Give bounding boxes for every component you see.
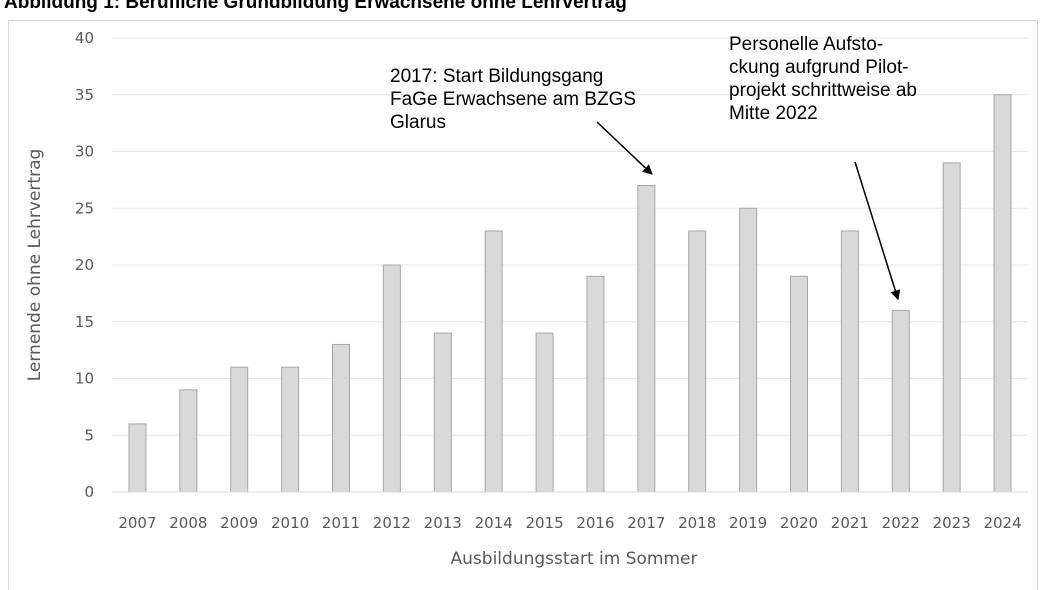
x-tick-labels: 2007 2008 2009 2010 2011 2012 2013 2014 2015 2016… bbox=[118, 514, 1021, 532]
annotation-line: 2017: Start Bildungsgang bbox=[390, 66, 603, 87]
x-tick-label: 2008 bbox=[169, 514, 207, 532]
annotation-line: Personelle Aufsto- bbox=[729, 34, 883, 55]
y-tick-label: 35 bbox=[75, 86, 94, 104]
x-tick-label: 2024 bbox=[983, 514, 1021, 532]
x-tick-label: 2021 bbox=[831, 514, 869, 532]
bar-2021 bbox=[840, 230, 859, 493]
x-tick-label: 2007 bbox=[118, 514, 156, 532]
y-axis-title: Lernende ohne Lehrvertrag bbox=[25, 149, 45, 382]
bar-2020 bbox=[790, 275, 808, 493]
annotation-line: ckung aufgrund Pilot- bbox=[729, 57, 909, 78]
bar-2009 bbox=[230, 366, 249, 493]
y-tick-labels: 0 5 10 15 20 25 30 35 40 bbox=[75, 29, 94, 501]
bar-2012 bbox=[382, 264, 401, 493]
y-tick-label: 15 bbox=[75, 313, 94, 331]
bar-2022 bbox=[891, 309, 910, 493]
x-tick-label: 2009 bbox=[220, 514, 258, 532]
bar-2018 bbox=[688, 230, 707, 493]
annotation-arrow bbox=[596, 121, 653, 175]
y-tick-label: 5 bbox=[84, 426, 94, 444]
y-tick-label: 20 bbox=[75, 256, 94, 274]
y-tick-label: 40 bbox=[75, 29, 94, 47]
bar-2019 bbox=[739, 207, 758, 493]
x-tick-label: 2020 bbox=[780, 514, 818, 532]
annotation-line: Mitte 2022 bbox=[729, 103, 818, 124]
annotation-line: Glarus bbox=[390, 112, 446, 133]
x-tick-label: 2012 bbox=[373, 514, 411, 532]
x-tick-label: 2023 bbox=[933, 514, 971, 532]
y-tick-label: 0 bbox=[84, 483, 94, 501]
bars bbox=[128, 94, 1012, 493]
x-tick-label: 2022 bbox=[882, 514, 920, 532]
x-tick-label: 2017 bbox=[627, 514, 665, 532]
bar-2016 bbox=[586, 275, 605, 493]
x-tick-label: 2010 bbox=[271, 514, 309, 532]
x-tick-label: 2014 bbox=[475, 514, 513, 532]
y-tick-label: 10 bbox=[75, 370, 94, 388]
bar-2014 bbox=[484, 230, 503, 493]
bar-2007 bbox=[128, 423, 147, 493]
annotation-2022: Personelle Aufsto-ckung aufgrund Pilot-p… bbox=[729, 34, 917, 301]
annotation-line: FaGe Erwachsene am BZGS bbox=[390, 89, 636, 110]
bar-2015 bbox=[535, 332, 554, 493]
bar-2017 bbox=[637, 185, 656, 493]
gridlines bbox=[112, 37, 1028, 436]
x-axis-title: Ausbildungsstart im Sommer bbox=[451, 549, 698, 569]
bar-2023 bbox=[942, 162, 961, 493]
x-tick-label: 2016 bbox=[576, 514, 614, 532]
bar-2013 bbox=[433, 332, 452, 493]
y-tick-label: 25 bbox=[75, 199, 94, 217]
figure-caption: Abbildung 1: Berufliche Grundbildung Erw… bbox=[4, 0, 627, 13]
x-tick-label: 2019 bbox=[729, 514, 767, 532]
bar-2024 bbox=[993, 94, 1012, 493]
x-tick-label: 2011 bbox=[322, 514, 360, 532]
chart-frame bbox=[8, 20, 1038, 590]
annotation-line: projekt schrittweise ab bbox=[729, 80, 917, 101]
y-tick-label: 30 bbox=[75, 143, 94, 161]
x-tick-label: 2013 bbox=[424, 514, 462, 532]
bar-2008 bbox=[179, 389, 198, 493]
annotation-arrow bbox=[854, 161, 901, 301]
bar-2010 bbox=[281, 366, 300, 493]
x-tick-label: 2018 bbox=[678, 514, 716, 532]
x-tick-label: 2015 bbox=[525, 514, 563, 532]
bar-2011 bbox=[332, 343, 350, 493]
